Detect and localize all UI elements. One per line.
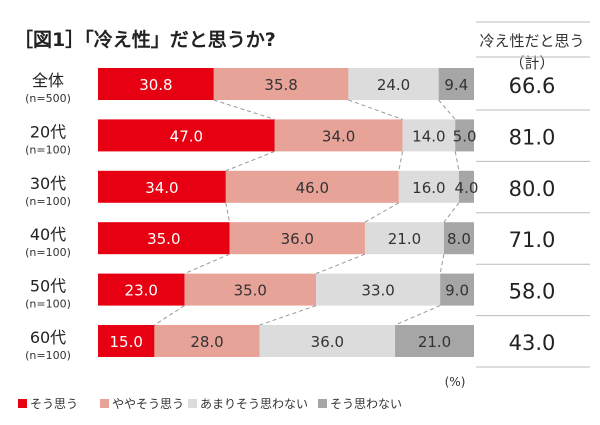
total-header-line2: （計） [509,54,554,72]
connector-line [184,253,230,275]
category-n-label: (n=100) [25,246,71,259]
data-label: 15.0 [109,333,142,351]
connector-line [394,305,441,326]
legend-swatch [100,399,109,408]
unit-label: (%) [445,375,466,389]
legend-label: そう思う [30,397,78,411]
data-label: 47.0 [170,127,203,145]
bar-segment [229,222,365,255]
category-n-label: (n=100) [25,298,71,311]
total-value: 43.0 [509,331,556,355]
bar-segment [98,273,185,306]
data-label: 35.8 [264,76,297,94]
legend-label: あまりそう思わない [200,397,308,411]
category-n-label: (n=100) [25,143,71,156]
data-label: 30.8 [139,76,172,94]
bar-segment [98,119,275,152]
connector-line [348,99,403,120]
legend-swatch [188,399,197,408]
data-label: 28.0 [190,333,223,351]
category-n-label: (n=100) [25,349,71,362]
total-value: 66.6 [509,74,556,98]
connector-line [259,305,317,326]
data-label: 35.0 [147,230,180,248]
connector-line [443,202,460,223]
data-label: 34.0 [322,127,355,145]
category-label: 全体 [32,71,64,90]
connector-line [213,99,275,120]
total-value: 58.0 [509,280,556,304]
data-label: 36.0 [311,333,344,351]
connector-line [364,202,400,223]
connector-line [439,254,445,274]
bar-segment [274,119,403,152]
bar-segment [395,325,474,357]
bar-segment [98,170,226,203]
bar-segment [402,119,456,152]
data-label: 34.0 [145,179,178,197]
bar-segment [348,68,439,100]
bar-segment [225,170,399,203]
data-label: 8.0 [447,230,471,248]
data-label: 24.0 [377,76,410,94]
bar-segment [98,68,214,100]
bar-segment [259,325,396,357]
category-label: 30代 [30,174,66,193]
bar-segment [364,222,444,255]
data-label: 36.0 [281,230,314,248]
connector-line [154,305,185,326]
data-label: 16.0 [412,179,445,197]
bar-segment [458,170,474,203]
category-n-label: (n=500) [25,92,71,105]
total-value: 71.0 [509,228,556,252]
connector-line [225,150,275,172]
category-n-label: (n=100) [25,195,71,208]
legend-label: そう思わない [330,397,402,411]
bar-segment [443,222,474,255]
bar-segment [440,273,474,306]
data-label: 14.0 [412,127,445,145]
bar-segment [98,222,230,255]
data-label: 21.0 [418,333,451,351]
data-label: 4.0 [455,179,479,197]
connector-line [454,151,460,171]
data-label: 9.0 [445,282,469,300]
data-label: 33.0 [361,282,394,300]
legend-swatch [18,399,27,408]
legend-label: ややそう思う [112,397,184,411]
category-label: 50代 [30,277,66,296]
chart-title: ［図1］「冷え性」だと思うか? [14,28,276,51]
bar-segment [184,273,317,306]
total-value: 81.0 [509,125,556,149]
bar-segment [455,119,474,152]
bar-segment [98,325,155,357]
data-label: 21.0 [388,230,421,248]
connector-line [398,151,404,171]
connector-line [315,253,366,275]
data-label: 23.0 [125,282,158,300]
data-label: 9.4 [444,76,468,94]
connector-line [438,99,456,120]
category-label: 60代 [30,328,66,347]
category-label: 20代 [30,122,66,141]
bar-segment [398,170,459,203]
bar-segment [438,68,474,100]
data-label: 46.0 [296,179,329,197]
data-label: 5.0 [453,127,477,145]
total-header-line1: 冷え性だと思う [479,32,584,50]
bar-segment [213,68,349,100]
data-label: 35.0 [234,282,267,300]
connector-line [225,202,231,223]
total-value: 80.0 [509,177,556,201]
bar-segment [316,273,441,306]
legend-swatch [318,399,327,408]
category-label: 40代 [30,225,66,244]
bar-segment [154,325,260,357]
